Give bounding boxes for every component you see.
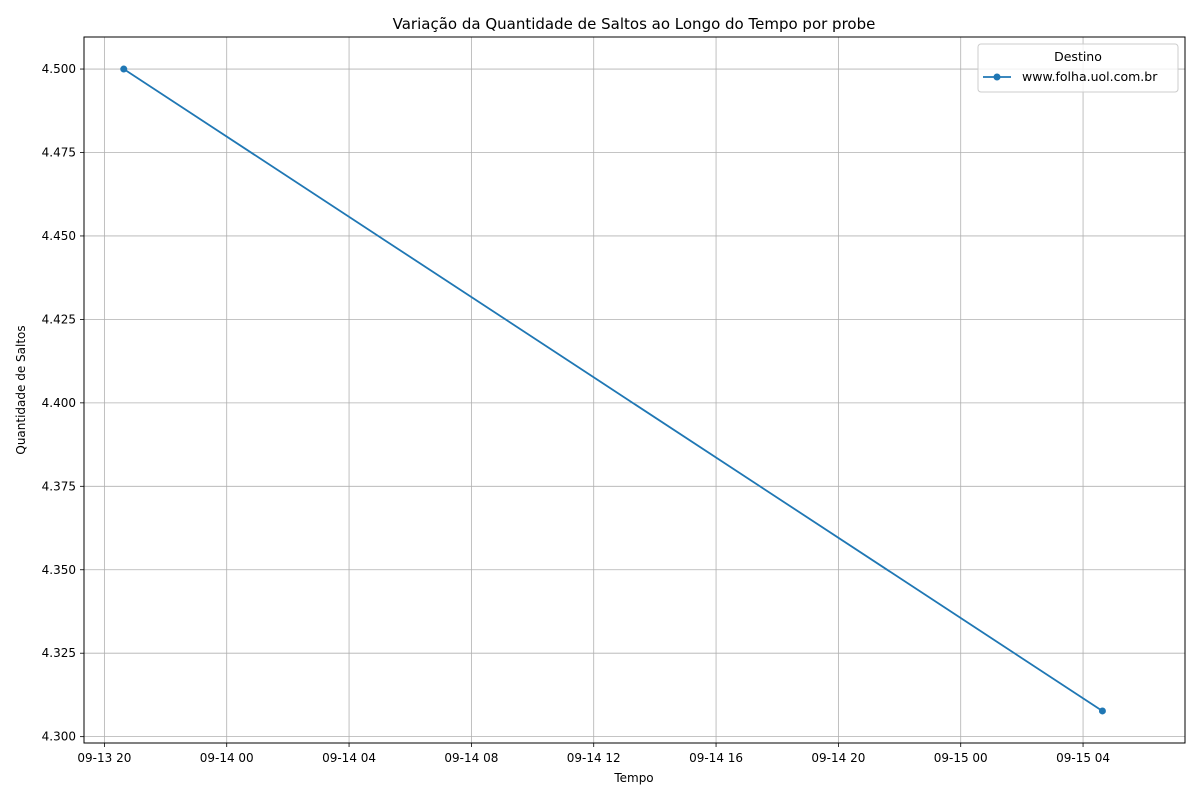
y-tick-label: 4.475	[42, 145, 76, 159]
y-tick-label: 4.325	[42, 646, 76, 660]
x-tick-label: 09-13 20	[77, 751, 131, 765]
y-tick-label: 4.425	[42, 312, 76, 326]
legend: Destino www.folha.uol.com.br	[977, 43, 1179, 93]
x-tick-label: 09-14 12	[567, 751, 621, 765]
x-tick-label: 09-15 00	[934, 751, 988, 765]
chart-title: Variação da Quantidade de Saltos ao Long…	[393, 15, 876, 33]
legend-box	[977, 43, 1179, 93]
series-layer	[120, 65, 1106, 715]
legend-entry-label: www.folha.uol.com.br	[1022, 69, 1158, 84]
x-tick-label: 09-15 04	[1056, 751, 1110, 765]
legend-marker-swatch	[993, 73, 1001, 81]
data-point	[1098, 707, 1106, 715]
y-axis-label: Quantidade de Saltos	[14, 325, 28, 454]
x-axis-label: Tempo	[613, 771, 653, 785]
x-tick-label: 09-14 04	[322, 751, 376, 765]
grid-lines	[84, 37, 1185, 743]
y-tick-label: 4.350	[42, 563, 76, 577]
series-line	[123, 68, 1103, 712]
data-point	[120, 65, 128, 73]
plot-frame	[83, 36, 1186, 744]
y-tick-label: 4.500	[42, 62, 76, 76]
y-tick-label: 4.450	[42, 229, 76, 243]
x-tick-label: 09-14 08	[444, 751, 498, 765]
y-tick-label: 4.400	[42, 396, 76, 410]
x-tick-label: 09-14 00	[200, 751, 254, 765]
y-tick-label: 4.375	[42, 479, 76, 493]
x-tick-label: 09-14 16	[689, 751, 743, 765]
y-tick-label: 4.300	[42, 730, 76, 744]
axis-ticks: 09-13 20 09-14 00 09-14 04 09-14 08 09-14 12…	[42, 62, 1110, 765]
x-tick-label: 09-14 20	[811, 751, 865, 765]
legend-title: Destino	[1054, 49, 1102, 64]
